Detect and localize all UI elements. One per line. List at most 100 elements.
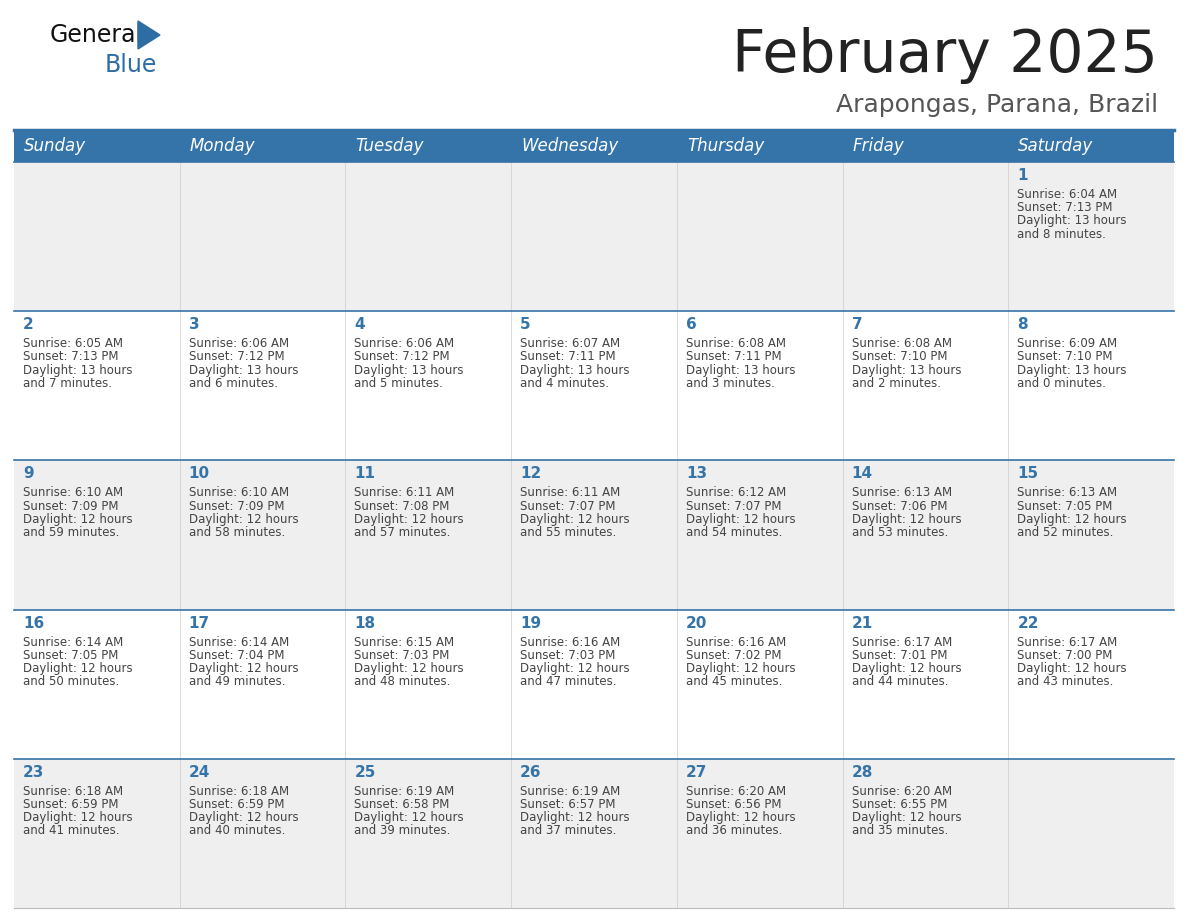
Text: Sunset: 7:13 PM: Sunset: 7:13 PM [23, 351, 119, 364]
Text: Sunrise: 6:04 AM: Sunrise: 6:04 AM [1017, 188, 1118, 201]
Text: Sunset: 6:55 PM: Sunset: 6:55 PM [852, 798, 947, 811]
Bar [1009, 461, 1174, 610]
Bar [677, 610, 842, 759]
Text: 13: 13 [685, 466, 707, 481]
Text: 7: 7 [852, 318, 862, 332]
Bar [179, 461, 346, 610]
Text: 28: 28 [852, 765, 873, 779]
Text: and 58 minutes.: and 58 minutes. [189, 526, 285, 539]
Text: Sunrise: 6:11 AM: Sunrise: 6:11 AM [354, 487, 455, 499]
Text: Sunrise: 6:19 AM: Sunrise: 6:19 AM [354, 785, 455, 798]
Text: Saturday: Saturday [1018, 137, 1093, 155]
Text: Sunset: 7:07 PM: Sunset: 7:07 PM [520, 499, 615, 512]
Bar [346, 162, 511, 311]
Text: and 8 minutes.: and 8 minutes. [1017, 228, 1106, 241]
Text: Sunrise: 6:13 AM: Sunrise: 6:13 AM [1017, 487, 1118, 499]
Bar [842, 461, 1009, 610]
Text: Sunset: 7:02 PM: Sunset: 7:02 PM [685, 649, 782, 662]
Bar [677, 759, 842, 908]
Text: Sunrise: 6:09 AM: Sunrise: 6:09 AM [1017, 337, 1118, 350]
Bar [842, 311, 1009, 461]
Text: 27: 27 [685, 765, 707, 779]
Text: Tuesday: Tuesday [355, 137, 424, 155]
Text: Sunrise: 6:20 AM: Sunrise: 6:20 AM [685, 785, 786, 798]
Bar [179, 759, 346, 908]
Text: and 49 minutes.: and 49 minutes. [189, 675, 285, 688]
Bar [842, 610, 1009, 759]
Text: Daylight: 12 hours: Daylight: 12 hours [1017, 662, 1127, 675]
Text: and 50 minutes.: and 50 minutes. [23, 675, 119, 688]
Text: Daylight: 12 hours: Daylight: 12 hours [189, 662, 298, 675]
Text: and 55 minutes.: and 55 minutes. [520, 526, 617, 539]
Text: and 47 minutes.: and 47 minutes. [520, 675, 617, 688]
Text: Sunset: 7:09 PM: Sunset: 7:09 PM [23, 499, 119, 512]
Text: Daylight: 12 hours: Daylight: 12 hours [520, 812, 630, 824]
Text: Wednesday: Wednesday [522, 137, 619, 155]
Text: and 40 minutes.: and 40 minutes. [189, 824, 285, 837]
Text: Sunrise: 6:08 AM: Sunrise: 6:08 AM [685, 337, 785, 350]
Text: and 48 minutes.: and 48 minutes. [354, 675, 450, 688]
Text: Sunset: 6:59 PM: Sunset: 6:59 PM [189, 798, 284, 811]
Text: Sunrise: 6:20 AM: Sunrise: 6:20 AM [852, 785, 952, 798]
Text: Monday: Monday [190, 137, 255, 155]
Text: 4: 4 [354, 318, 365, 332]
Text: Daylight: 12 hours: Daylight: 12 hours [354, 513, 465, 526]
Text: Sunrise: 6:14 AM: Sunrise: 6:14 AM [189, 635, 289, 649]
Bar [179, 162, 346, 311]
Text: 1: 1 [1017, 168, 1028, 183]
Bar [14, 130, 179, 162]
Text: General: General [50, 23, 143, 47]
Text: and 7 minutes.: and 7 minutes. [23, 376, 112, 390]
Text: and 3 minutes.: and 3 minutes. [685, 376, 775, 390]
Bar [511, 311, 677, 461]
Bar [842, 162, 1009, 311]
Text: Daylight: 12 hours: Daylight: 12 hours [685, 812, 796, 824]
Text: Friday: Friday [853, 137, 904, 155]
Text: Sunrise: 6:07 AM: Sunrise: 6:07 AM [520, 337, 620, 350]
Text: Sunrise: 6:05 AM: Sunrise: 6:05 AM [23, 337, 124, 350]
Text: February 2025: February 2025 [732, 27, 1158, 84]
Text: 17: 17 [189, 616, 210, 631]
Text: Sunset: 7:13 PM: Sunset: 7:13 PM [1017, 201, 1113, 214]
Bar [179, 130, 346, 162]
Text: Daylight: 13 hours: Daylight: 13 hours [852, 364, 961, 376]
Text: 21: 21 [852, 616, 873, 631]
Text: Sunrise: 6:10 AM: Sunrise: 6:10 AM [189, 487, 289, 499]
Text: Sunrise: 6:11 AM: Sunrise: 6:11 AM [520, 487, 620, 499]
Text: Sunrise: 6:06 AM: Sunrise: 6:06 AM [189, 337, 289, 350]
Text: Sunrise: 6:10 AM: Sunrise: 6:10 AM [23, 487, 124, 499]
Bar [1009, 311, 1174, 461]
Bar [677, 311, 842, 461]
Bar [511, 162, 677, 311]
Text: Sunset: 6:58 PM: Sunset: 6:58 PM [354, 798, 450, 811]
Text: Sunset: 6:59 PM: Sunset: 6:59 PM [23, 798, 119, 811]
Text: 3: 3 [189, 318, 200, 332]
Text: Arapongas, Parana, Brazil: Arapongas, Parana, Brazil [836, 93, 1158, 117]
Text: Daylight: 12 hours: Daylight: 12 hours [189, 513, 298, 526]
Text: and 54 minutes.: and 54 minutes. [685, 526, 782, 539]
Text: Sunrise: 6:17 AM: Sunrise: 6:17 AM [852, 635, 952, 649]
Bar [1009, 759, 1174, 908]
Text: Daylight: 12 hours: Daylight: 12 hours [520, 662, 630, 675]
Text: 5: 5 [520, 318, 531, 332]
Text: and 45 minutes.: and 45 minutes. [685, 675, 782, 688]
Bar [346, 461, 511, 610]
Bar [346, 610, 511, 759]
Text: Sunrise: 6:16 AM: Sunrise: 6:16 AM [685, 635, 786, 649]
Text: and 52 minutes.: and 52 minutes. [1017, 526, 1113, 539]
Text: 8: 8 [1017, 318, 1028, 332]
Text: 15: 15 [1017, 466, 1038, 481]
Text: Sunset: 7:09 PM: Sunset: 7:09 PM [189, 499, 284, 512]
Text: and 0 minutes.: and 0 minutes. [1017, 376, 1106, 390]
Text: Daylight: 12 hours: Daylight: 12 hours [685, 662, 796, 675]
Text: 25: 25 [354, 765, 375, 779]
Text: 6: 6 [685, 318, 696, 332]
Text: Daylight: 12 hours: Daylight: 12 hours [354, 812, 465, 824]
Text: Daylight: 12 hours: Daylight: 12 hours [852, 662, 961, 675]
Bar [346, 759, 511, 908]
Text: Sunset: 7:01 PM: Sunset: 7:01 PM [852, 649, 947, 662]
Text: and 6 minutes.: and 6 minutes. [189, 376, 278, 390]
Bar [511, 759, 677, 908]
Text: and 36 minutes.: and 36 minutes. [685, 824, 782, 837]
Text: 26: 26 [520, 765, 542, 779]
